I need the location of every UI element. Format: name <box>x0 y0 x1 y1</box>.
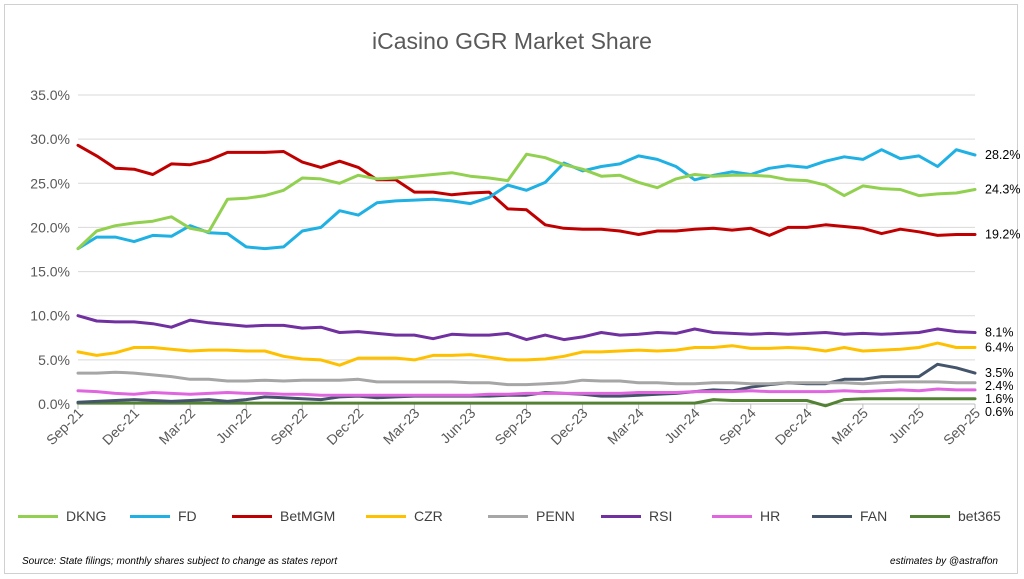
series-line-rsi <box>76 314 977 342</box>
source-note: Source: State filings; monthly shares su… <box>22 556 338 567</box>
series-line-dkng <box>76 152 977 251</box>
chart-title: iCasino GGR Market Share <box>372 28 652 54</box>
end-label-hr: 1.6% <box>985 392 1014 406</box>
x-tick-label: Mar-24 <box>604 405 647 448</box>
y-tick-label: 35.0% <box>30 87 70 103</box>
legend-item-bet365: bet365 <box>910 505 1001 527</box>
series-line-betmgm <box>76 143 977 237</box>
legend-item-czr: CZR <box>366 505 443 527</box>
legend-item-dkng: DKNG <box>18 505 106 527</box>
y-tick-label: 0.0% <box>38 396 70 412</box>
legend-label: bet365 <box>958 508 1001 524</box>
x-tick-label: Mar-25 <box>828 405 871 448</box>
legend-item-rsi: RSI <box>601 505 672 527</box>
legend-item-fd: FD <box>130 505 197 527</box>
x-tick-label: Dec-22 <box>323 405 366 448</box>
end-labels: 28.2% 24.3% 19.2% 8.1%6.4% 3.5%2.4%1.6%0.6% <box>985 148 1020 419</box>
legend-swatch <box>366 514 406 518</box>
legend-label: PENN <box>536 508 575 524</box>
y-tick-label: 15.0% <box>30 264 70 280</box>
legend-label: BetMGM <box>280 508 336 524</box>
legend-swatch <box>910 514 950 518</box>
x-tick-label: Jun-25 <box>885 405 927 447</box>
series-line-czr <box>76 341 977 367</box>
legend: DKNG FD BetMGM CZR PENN RSI HR FAN bet365 <box>18 505 1008 527</box>
x-tick-label: Sep-23 <box>491 405 534 448</box>
legend-label: FAN <box>860 508 888 524</box>
x-tick-label: Mar-23 <box>380 405 423 448</box>
legend-swatch <box>601 514 641 518</box>
legend-item-penn: PENN <box>488 505 575 527</box>
x-tick-label: Sep-22 <box>267 405 310 448</box>
legend-swatch <box>488 514 528 518</box>
x-tick-label: Sep-25 <box>940 405 983 448</box>
legend-item-betmgm: BetMGM <box>232 505 335 527</box>
legend-label: RSI <box>649 508 673 524</box>
y-tick-label: 25.0% <box>30 175 70 191</box>
series-line-penn <box>76 370 977 387</box>
x-tick-label: Dec-21 <box>99 405 142 448</box>
x-tick-label: Dec-24 <box>772 405 815 448</box>
end-label-penn: 2.4% <box>985 379 1014 393</box>
end-label-czr: 6.4% <box>985 340 1014 354</box>
legend-label: CZR <box>414 508 443 524</box>
legend-item-hr: HR <box>712 505 780 527</box>
x-tick-label: Jun-23 <box>437 405 479 447</box>
end-label-betmgm: 19.2% <box>985 227 1020 241</box>
series-lines <box>76 143 977 408</box>
series-line-hr <box>76 387 977 397</box>
legend-swatch <box>18 514 58 518</box>
end-label-bet365: 0.6% <box>985 405 1014 419</box>
end-label-dkng: 24.3% <box>985 182 1020 196</box>
legend-label: HR <box>760 508 781 524</box>
legend-label: DKNG <box>66 508 107 524</box>
x-tick-label: Sep-24 <box>716 405 759 448</box>
legend-item-fan: FAN <box>812 505 887 527</box>
x-tick-label: Jun-24 <box>661 405 703 447</box>
legend-swatch <box>232 514 272 518</box>
series-line-fd <box>76 148 977 251</box>
gridlines <box>78 94 975 361</box>
end-label-rsi: 8.1% <box>985 325 1014 339</box>
credit-note: estimates by @astraffon <box>890 556 998 567</box>
end-label-fan: 3.5% <box>985 366 1014 380</box>
x-tick-label: Dec-23 <box>547 405 590 448</box>
chart-frame <box>4 4 1018 574</box>
y-tick-label: 30.0% <box>30 131 70 147</box>
legend-label: FD <box>178 508 197 524</box>
y-tick-label: 10.0% <box>30 308 70 324</box>
series-line-bet365 <box>76 397 977 408</box>
end-label-fd: 28.2% <box>985 148 1020 162</box>
legend-swatch <box>712 514 752 518</box>
y-tick-label: 5.0% <box>38 352 70 368</box>
legend-swatch <box>812 514 852 518</box>
x-tick-label: Jun-22 <box>213 405 255 447</box>
y-tick-label: 20.0% <box>30 219 70 235</box>
x-tick-label: Mar-22 <box>156 405 199 448</box>
legend-swatch <box>130 514 170 518</box>
